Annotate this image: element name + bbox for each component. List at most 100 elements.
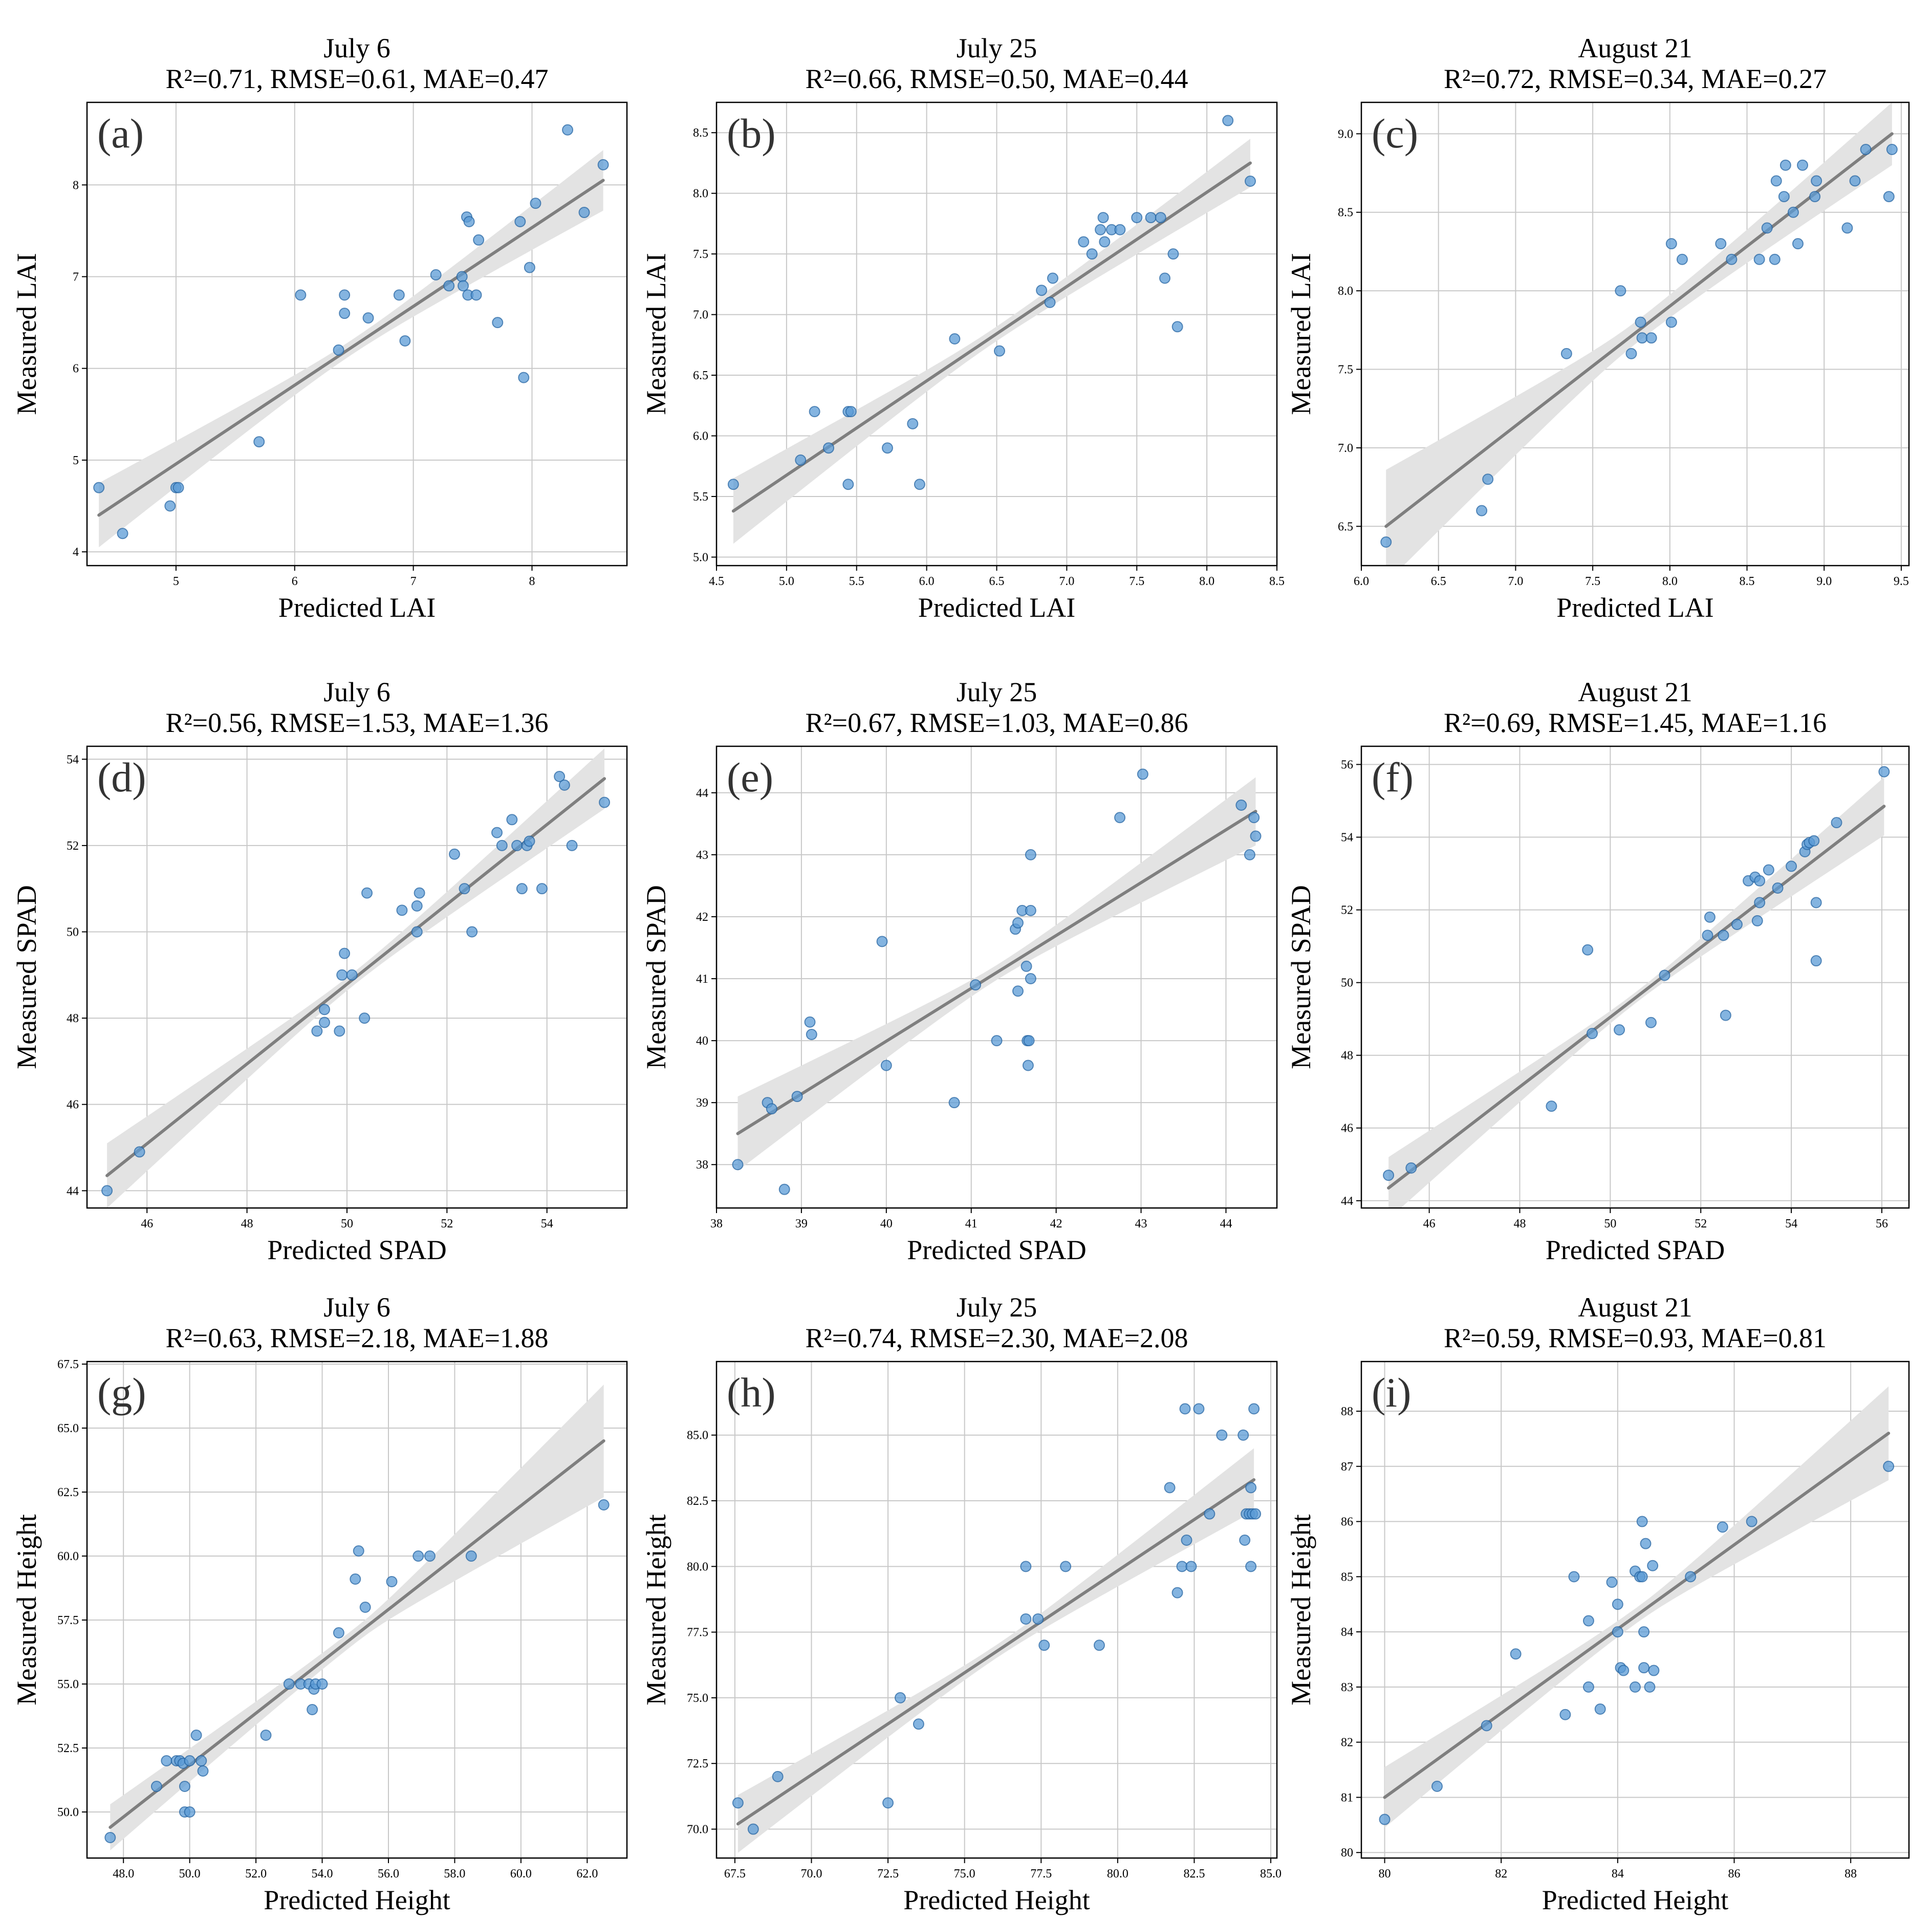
x-axis-label: Predicted SPAD [267, 1235, 447, 1265]
data-point [350, 1573, 361, 1585]
data-point [1594, 1703, 1606, 1715]
panel-label: (i) [1372, 1369, 1411, 1416]
data-point [307, 1704, 318, 1715]
data-point [1181, 1534, 1192, 1546]
data-point [1647, 1560, 1659, 1571]
data-point [1702, 930, 1713, 941]
data-point [1849, 175, 1861, 187]
y-tick-label: 39 [696, 1096, 708, 1110]
data-point [1078, 236, 1090, 248]
chart-subtitle: R²=0.72, RMSE=0.34, MAE=0.27 [1444, 63, 1827, 94]
x-tick-label: 48 [1514, 1217, 1526, 1231]
y-tick-label: 83 [1341, 1681, 1353, 1694]
data-point [1171, 321, 1183, 333]
y-tick-label: 43 [696, 849, 708, 862]
data-point [766, 1103, 777, 1115]
x-tick-label: 54.0 [312, 1867, 333, 1881]
chart-panel-i: 80 82 84 86 88 80 81 82 83 84 85 86 87 88 August 21R²=… [1286, 1292, 1910, 1915]
data-point [1636, 332, 1648, 344]
x-tick-label: 75.0 [954, 1867, 975, 1881]
data-point [465, 1550, 477, 1562]
y-tick-label: 82 [1341, 1736, 1353, 1750]
data-point [1883, 191, 1895, 203]
data-point [1841, 222, 1853, 234]
x-tick-label: 86 [1728, 1867, 1741, 1881]
x-tick-label: 50.0 [179, 1867, 201, 1881]
y-tick-label: 8.0 [693, 187, 708, 201]
data-point [1235, 800, 1247, 811]
x-tick-label: 48.0 [113, 1867, 134, 1881]
chart-title: July 25 [957, 677, 1037, 707]
data-point [1612, 1599, 1623, 1610]
regression-line [1384, 132, 1894, 528]
data-point [566, 839, 578, 851]
y-tick-label: 80 [1341, 1846, 1353, 1860]
y-tick-label: 9.0 [1338, 127, 1353, 141]
y-tick-label: 6.5 [693, 369, 708, 382]
data-point [1808, 835, 1820, 847]
data-point [1797, 159, 1809, 171]
x-tick-label: 82 [1495, 1867, 1507, 1881]
chart-subtitle: R²=0.56, RMSE=1.53, MAE=1.36 [165, 707, 548, 738]
chart-subtitle: R²=0.74, RMSE=2.30, MAE=2.08 [805, 1323, 1188, 1353]
y-tick-label: 72.5 [687, 1757, 708, 1771]
y-tick-label: 8.5 [1338, 206, 1353, 220]
x-axis-label: Predicted SPAD [1546, 1235, 1725, 1265]
y-tick-label: 85 [1341, 1570, 1353, 1584]
data-point [346, 969, 358, 981]
data-point [491, 827, 503, 838]
data-point [1164, 1482, 1176, 1494]
y-tick-label: 50 [67, 925, 79, 939]
data-point [1636, 1516, 1648, 1527]
data-point [197, 1765, 209, 1777]
y-tick-label: 52.5 [57, 1742, 79, 1755]
y-tick-label: 50 [1341, 977, 1353, 990]
x-tick-label: 43 [1135, 1217, 1147, 1231]
data-point [778, 1183, 790, 1195]
data-point [1097, 212, 1109, 224]
x-tick-label: 6.0 [1354, 575, 1369, 588]
data-point [411, 926, 423, 938]
y-tick-label: 65.0 [57, 1422, 79, 1435]
data-point [150, 1781, 162, 1792]
data-point [514, 215, 526, 227]
data-point [253, 436, 265, 448]
data-point [1095, 224, 1106, 235]
data-point [1012, 917, 1024, 929]
x-tick-label: 6.5 [1431, 575, 1446, 588]
y-tick-label: 8 [73, 179, 79, 192]
data-point [393, 289, 405, 301]
data-point [1625, 348, 1637, 359]
data-point [1753, 253, 1765, 265]
x-tick-label: 52 [441, 1217, 453, 1231]
data-point [361, 887, 373, 899]
data-point [184, 1755, 196, 1766]
data-point [339, 947, 351, 959]
data-point [1250, 1508, 1262, 1520]
data-point [1636, 1571, 1648, 1583]
plot-frame [715, 745, 1278, 1209]
data-point [1245, 1482, 1257, 1494]
data-point [1248, 1403, 1260, 1415]
x-tick-label: 84 [1612, 1867, 1624, 1881]
data-point [1155, 212, 1166, 224]
x-tick-label: 56.0 [378, 1867, 399, 1881]
data-point [448, 848, 460, 860]
y-tick-label: 5.0 [693, 551, 708, 564]
x-tick-label: 8.0 [1199, 575, 1214, 588]
data-point [492, 317, 504, 329]
x-tick-label: 62.0 [576, 1867, 598, 1881]
data-point [1731, 919, 1743, 931]
data-point [1792, 238, 1804, 250]
chart-panel-b: 4.5 5.0 5.5 6.0 6.5 7.0 7.5 8.0 8.55.05.56.06.57… [641, 33, 1285, 623]
y-tick-label: 67.5 [57, 1358, 79, 1371]
x-tick-label: 9.0 [1816, 575, 1832, 588]
data-point [1726, 253, 1738, 265]
x-tick-label: 8.5 [1269, 575, 1285, 588]
data-point [424, 1550, 436, 1562]
y-axis-label: Measured SPAD [641, 885, 671, 1069]
data-point [463, 215, 475, 227]
data-point [558, 779, 570, 791]
data-point [1380, 536, 1392, 548]
x-tick-label: 5.5 [849, 575, 864, 588]
